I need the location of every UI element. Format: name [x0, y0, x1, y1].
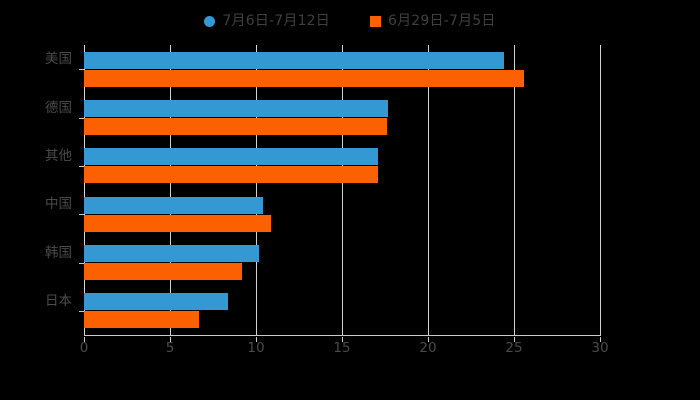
- x-axis-tick-label: 15: [333, 340, 351, 356]
- legend-marker-circle-icon: [204, 15, 216, 27]
- legend-marker-square-icon: [370, 15, 381, 27]
- y-axis-label: 中国: [45, 196, 72, 213]
- x-axis-tick-label: 30: [591, 340, 609, 356]
- y-axis-tick: [79, 310, 84, 312]
- x-axis-tick: [600, 337, 601, 342]
- y-axis-label: 美国: [45, 51, 72, 68]
- bar[interactable]: [84, 245, 260, 262]
- x-axis-labels: 0 5 10 15 20 25 30: [0, 337, 700, 361]
- y-axis-label: 德国: [45, 99, 72, 116]
- x-axis-tick: [84, 337, 85, 342]
- legend-item-series-0[interactable]: 7月6日-7月12日: [204, 14, 330, 28]
- y-axis-label: 日本: [45, 292, 72, 309]
- x-axis-line: [84, 335, 601, 336]
- x-axis-tick: [256, 337, 257, 342]
- bar-group: [84, 245, 600, 280]
- x-axis-tick-label: 0: [79, 340, 89, 356]
- y-axis-tick: [79, 117, 84, 119]
- y-axis-tick: [79, 165, 84, 167]
- bar[interactable]: [84, 263, 243, 280]
- y-axis-label: 韩国: [45, 244, 72, 261]
- bar[interactable]: [84, 166, 379, 184]
- x-axis-tick: [514, 337, 515, 342]
- x-axis-tick-label: 5: [165, 340, 175, 356]
- bar[interactable]: [84, 100, 389, 117]
- bar-group: [84, 196, 600, 232]
- y-axis-label: 其他: [45, 147, 72, 164]
- bar[interactable]: [84, 311, 200, 329]
- plot-area: [84, 45, 601, 335]
- bar-group: [84, 100, 600, 135]
- x-axis-tick-label: 20: [419, 340, 437, 356]
- bar-group: [84, 51, 600, 87]
- legend-label-series-0: 7月6日-7月12日: [222, 13, 330, 29]
- x-axis-tick: [342, 337, 343, 342]
- bar[interactable]: [84, 118, 387, 135]
- bars-layer: [84, 45, 600, 335]
- bar[interactable]: [84, 214, 272, 232]
- chart-legend: 7月6日-7月12日 6月29日-7月5日: [0, 10, 700, 32]
- y-axis-tick: [79, 69, 84, 71]
- bar-group: [84, 148, 600, 184]
- x-axis-tick: [170, 337, 171, 342]
- y-axis-tick: [79, 262, 84, 264]
- bar[interactable]: [84, 148, 379, 166]
- bar[interactable]: [84, 196, 263, 214]
- y-axis-tick: [79, 214, 84, 216]
- y-axis-labels: 美国德国其他中国韩国日本: [0, 45, 84, 335]
- x-axis-tick: [428, 337, 429, 342]
- gridline-30: [600, 45, 601, 335]
- legend-item-series-1[interactable]: 6月29日-7月5日: [370, 14, 496, 28]
- legend-label-series-1: 6月29日-7月5日: [388, 13, 496, 29]
- bar[interactable]: [84, 51, 504, 69]
- x-axis-tick-label: 25: [505, 340, 523, 356]
- bar[interactable]: [84, 293, 229, 311]
- bar-group: [84, 293, 600, 329]
- x-axis-tick-label: 10: [247, 340, 265, 356]
- bar[interactable]: [84, 69, 525, 87]
